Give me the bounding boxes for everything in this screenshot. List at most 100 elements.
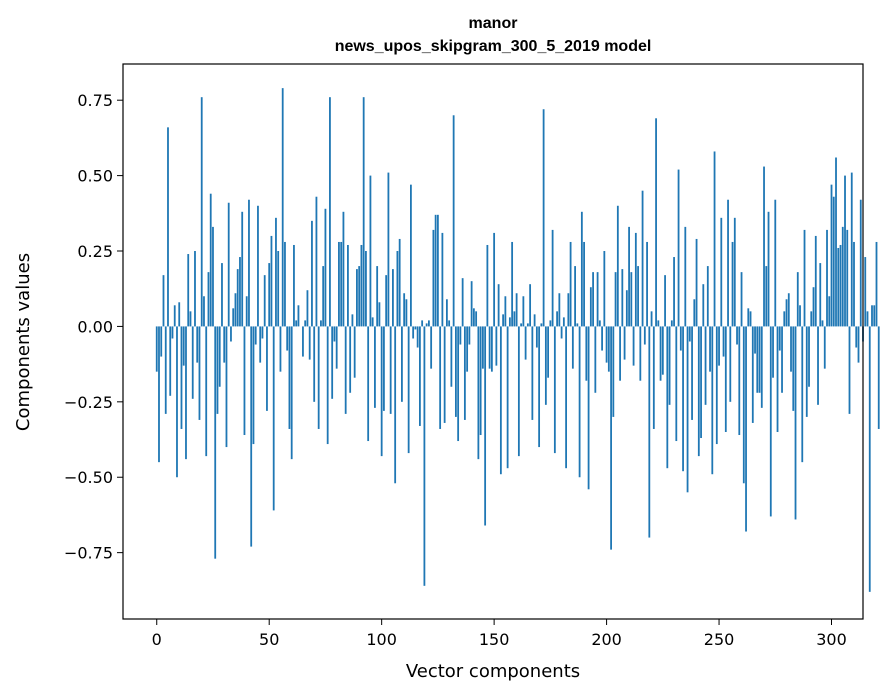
bar-148 [488, 326, 491, 369]
bar-62 [295, 320, 298, 327]
bar-168 [533, 314, 536, 327]
bar-95 [369, 175, 372, 327]
bar-12 [182, 326, 185, 366]
bar-106 [394, 326, 397, 484]
bar-203 [612, 326, 615, 417]
bar-177 [553, 326, 556, 454]
bar-291 [810, 311, 813, 327]
bar-307 [846, 229, 849, 327]
bar-119 [423, 326, 426, 586]
y-tick-label-3: 0.00 [77, 317, 113, 336]
bar-4 [164, 326, 167, 414]
bar-103 [387, 172, 390, 327]
bar-8 [173, 305, 176, 327]
bar-34 [232, 308, 235, 327]
bar-163 [522, 296, 525, 327]
bar-25 [212, 226, 214, 327]
bar-284 [794, 326, 797, 520]
bar-104 [389, 326, 392, 414]
bar-277 [778, 326, 781, 351]
bar-70 [313, 326, 316, 402]
bar-88 [353, 326, 356, 378]
bar-179 [558, 293, 561, 327]
bar-297 [823, 326, 826, 369]
bar-99 [378, 302, 381, 327]
bar-55 [279, 326, 282, 372]
bar-186 [574, 266, 576, 327]
bar-69 [311, 220, 313, 327]
bar-152 [497, 284, 500, 327]
bar-90 [358, 266, 361, 327]
bar-276 [776, 326, 779, 432]
bar-116 [416, 326, 419, 348]
bar-244 [704, 326, 707, 405]
bar-212 [632, 326, 635, 366]
bar-195 [594, 326, 597, 393]
bar-287 [801, 326, 804, 463]
bar-164 [524, 326, 527, 360]
bar-38 [241, 211, 244, 327]
bar-109 [401, 326, 403, 402]
bar-0 [155, 326, 158, 372]
chart-subtitle: news_upos_skipgram_300_5_2019 model [335, 38, 652, 55]
bar-271 [765, 266, 768, 327]
bar-264 [749, 311, 752, 327]
bar-224 [659, 326, 662, 381]
bar-108 [398, 238, 401, 327]
bar-72 [317, 326, 320, 429]
bar-114 [412, 326, 415, 339]
bar-139 [468, 326, 471, 345]
bar-96 [371, 317, 374, 327]
bar-73 [320, 320, 322, 327]
bar-316 [866, 311, 869, 327]
bar-218 [646, 241, 648, 327]
bar-51 [270, 235, 273, 327]
bar-117 [419, 326, 421, 426]
bar-210 [628, 226, 630, 327]
bar-46 [259, 326, 262, 363]
bar-59 [288, 326, 291, 429]
bar-19 [198, 326, 201, 420]
bar-296 [821, 320, 824, 327]
bar-312 [857, 326, 860, 363]
bar-269 [760, 326, 763, 408]
bar-235 [684, 226, 687, 327]
bar-11 [180, 326, 183, 429]
bar-74 [322, 266, 325, 327]
bar-27 [216, 326, 219, 414]
bar-249 [715, 326, 718, 445]
bar-138 [466, 326, 469, 372]
bar-143 [477, 326, 480, 460]
bar-201 [607, 326, 610, 372]
bar-321 [877, 326, 880, 429]
bar-9 [176, 326, 178, 478]
bar-100 [380, 326, 383, 457]
bar-270 [763, 166, 765, 327]
bar-267 [756, 326, 759, 393]
bar-120 [425, 323, 428, 327]
bar-134 [457, 326, 460, 442]
bar-66 [304, 320, 307, 327]
y-tick-label-0: −0.75 [64, 544, 113, 563]
bar-306 [844, 175, 846, 327]
bar-48 [263, 275, 266, 327]
bar-283 [792, 326, 795, 411]
bar-256 [731, 241, 734, 327]
bar-102 [385, 275, 388, 327]
bar-133 [454, 326, 457, 417]
bar-290 [808, 326, 810, 387]
bar-313 [859, 199, 862, 327]
bar-128 [443, 326, 446, 423]
bar-146 [484, 326, 487, 526]
bar-17 [194, 251, 196, 327]
bar-97 [374, 326, 376, 408]
bar-222 [655, 118, 657, 327]
bar-151 [495, 326, 498, 366]
bar-229 [670, 320, 673, 327]
bar-301 [832, 196, 835, 327]
bar-1 [158, 326, 160, 463]
bar-265 [751, 326, 754, 423]
bar-154 [502, 314, 505, 327]
bar-79 [333, 326, 336, 342]
bar-236 [686, 326, 689, 493]
